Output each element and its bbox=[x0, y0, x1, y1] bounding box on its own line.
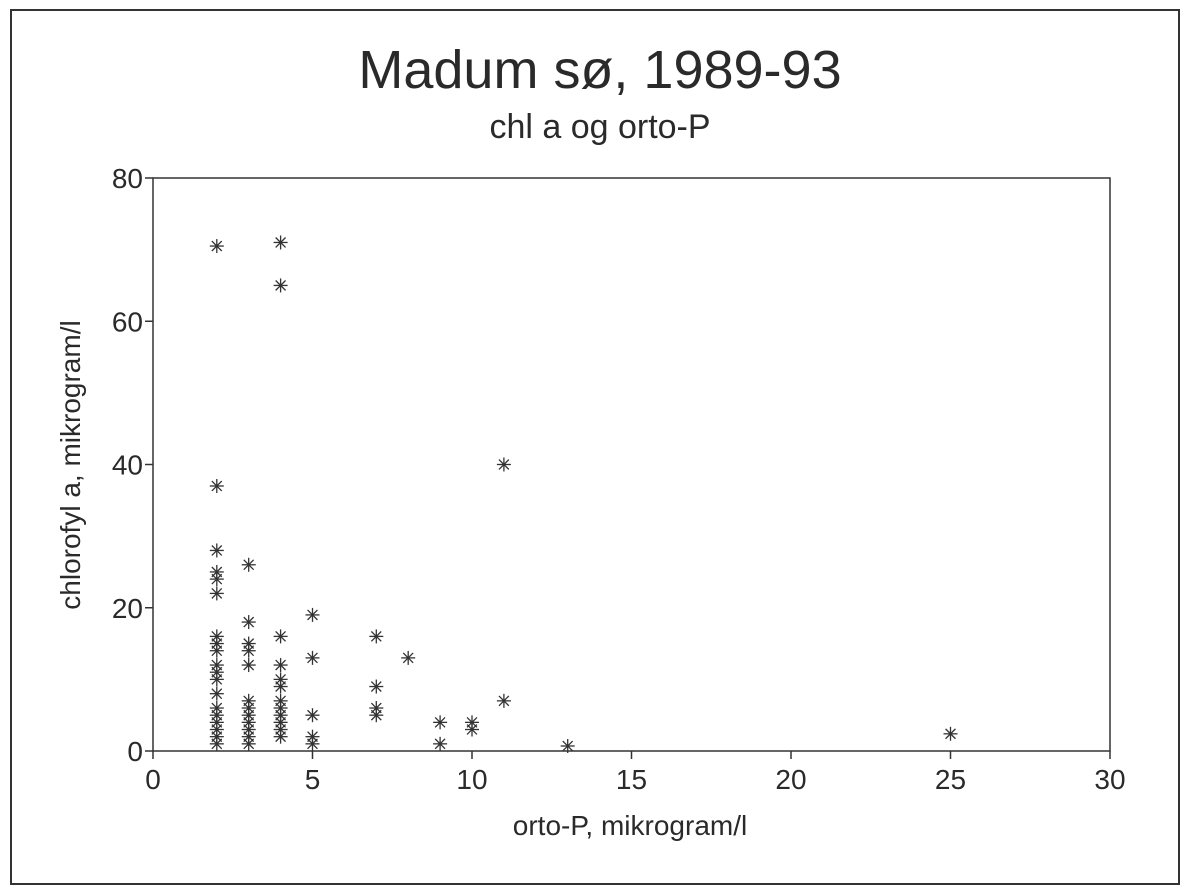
point bbox=[273, 278, 288, 293]
y-axis-label: chlorofyl a, mikrogram/l bbox=[55, 320, 86, 609]
y-tick-label: 40 bbox=[112, 450, 143, 481]
marker-spoke bbox=[434, 738, 446, 750]
y-tick-label: 0 bbox=[127, 736, 143, 767]
marker-spoke bbox=[370, 630, 382, 642]
point bbox=[209, 672, 224, 687]
x-tick-label: 30 bbox=[1094, 764, 1125, 795]
point bbox=[241, 557, 256, 572]
marker-spoke bbox=[498, 459, 510, 470]
marker-spoke bbox=[498, 695, 510, 707]
marker-spoke bbox=[275, 659, 287, 671]
marker-spoke bbox=[243, 645, 255, 657]
point bbox=[433, 736, 448, 751]
marker-spoke bbox=[370, 709, 382, 721]
marker-spoke bbox=[211, 645, 223, 657]
marker-spoke bbox=[945, 728, 956, 740]
marker-spoke bbox=[466, 724, 478, 735]
point bbox=[401, 650, 416, 665]
x-tick-label: 20 bbox=[775, 764, 806, 795]
x-axis-label: orto-P, mikrogram/l bbox=[513, 810, 747, 841]
marker-spoke bbox=[307, 652, 318, 664]
chart-subtitle: chl a og orto-P bbox=[489, 108, 710, 146]
point bbox=[209, 586, 224, 601]
point bbox=[241, 643, 256, 658]
point bbox=[305, 650, 320, 665]
point bbox=[241, 615, 256, 630]
marker-spoke bbox=[275, 280, 287, 291]
marker-spoke bbox=[211, 240, 223, 252]
x-tick-label: 15 bbox=[616, 764, 647, 795]
marker-spoke bbox=[370, 681, 382, 692]
marker-spoke bbox=[275, 681, 287, 692]
point bbox=[273, 629, 288, 644]
marker-spoke bbox=[243, 616, 255, 628]
marker-spoke bbox=[211, 688, 223, 700]
marker-spoke bbox=[211, 588, 223, 599]
x-tick-label: 10 bbox=[456, 764, 487, 795]
marker-spoke bbox=[211, 738, 223, 750]
point bbox=[305, 708, 320, 723]
marker-spoke bbox=[307, 738, 318, 750]
x-tick-label: 5 bbox=[305, 764, 321, 795]
x-tick-label: 0 bbox=[145, 764, 161, 795]
plot-frame bbox=[152, 177, 1111, 752]
point bbox=[209, 239, 224, 254]
point bbox=[496, 457, 511, 472]
marker-spoke bbox=[562, 740, 574, 752]
point bbox=[273, 235, 288, 250]
outer-border bbox=[10, 9, 1180, 885]
point bbox=[241, 736, 256, 751]
x-tick-label: 25 bbox=[935, 764, 966, 795]
marker-spoke bbox=[402, 652, 414, 664]
marker-spoke bbox=[307, 709, 318, 721]
point bbox=[209, 643, 224, 658]
marker-spoke bbox=[211, 673, 223, 685]
point bbox=[273, 679, 288, 694]
marker-spoke bbox=[211, 545, 223, 556]
point bbox=[273, 729, 288, 744]
marker-spoke bbox=[434, 716, 446, 728]
point bbox=[369, 629, 384, 644]
point bbox=[209, 736, 224, 751]
marker-spoke bbox=[243, 738, 255, 750]
point bbox=[209, 572, 224, 587]
point bbox=[465, 722, 479, 737]
y-tick-label: 60 bbox=[112, 306, 143, 337]
marker-spoke bbox=[275, 630, 287, 642]
point bbox=[433, 715, 448, 730]
point bbox=[209, 543, 224, 558]
point bbox=[496, 693, 511, 708]
point bbox=[369, 708, 384, 723]
point bbox=[560, 738, 575, 753]
point bbox=[209, 478, 224, 493]
marker-spoke bbox=[211, 480, 223, 492]
marker-spoke bbox=[243, 559, 255, 571]
y-tick-label: 80 bbox=[112, 163, 143, 194]
marker-spoke bbox=[307, 609, 318, 621]
point bbox=[305, 607, 320, 622]
point bbox=[369, 679, 384, 694]
marker-spoke bbox=[211, 573, 223, 585]
y-tick-label: 20 bbox=[112, 593, 143, 624]
point bbox=[241, 658, 256, 673]
marker-spoke bbox=[275, 731, 287, 743]
point bbox=[273, 658, 288, 673]
marker-spoke bbox=[275, 237, 287, 248]
point bbox=[305, 736, 320, 751]
point bbox=[943, 726, 958, 741]
chart-title: Madum sø, 1989-93 bbox=[358, 40, 841, 100]
marker-spoke bbox=[243, 659, 255, 671]
point bbox=[209, 686, 224, 701]
